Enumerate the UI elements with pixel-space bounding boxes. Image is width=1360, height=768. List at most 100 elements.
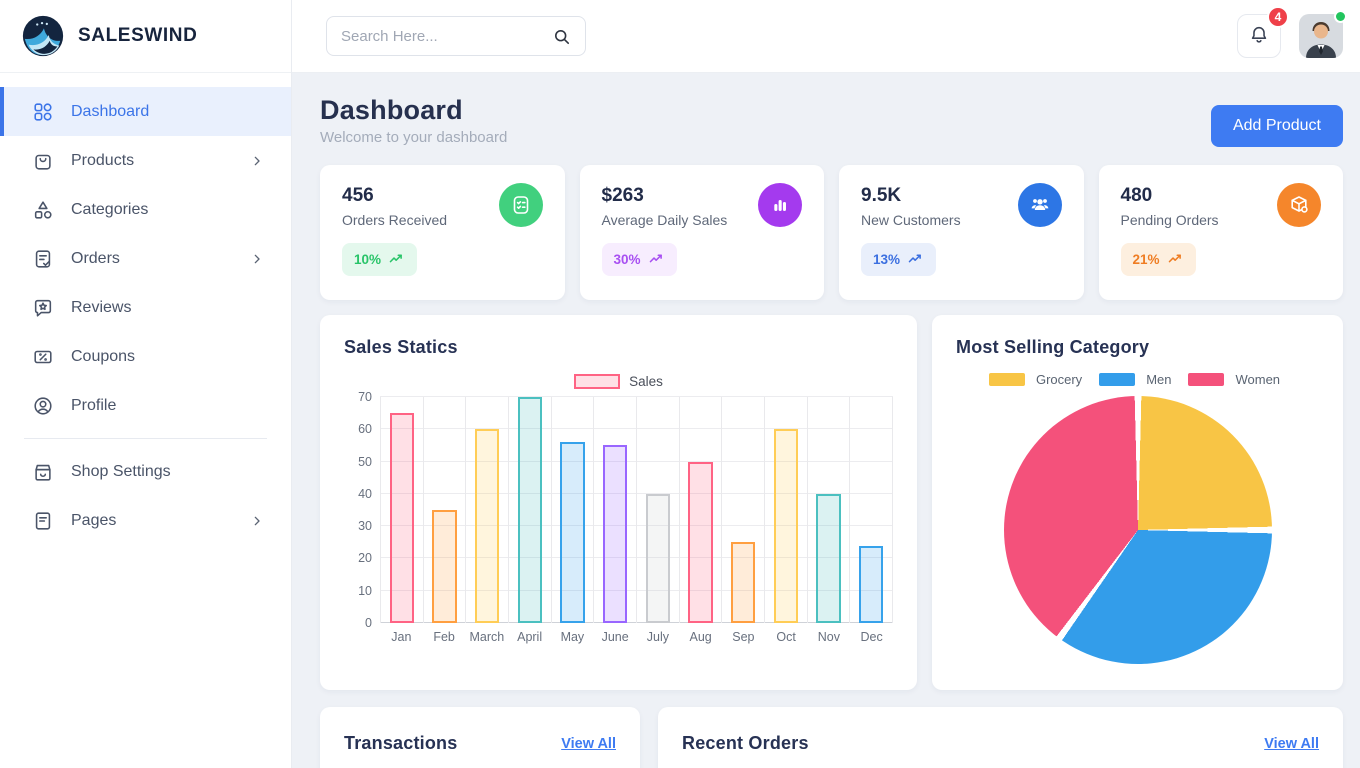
legend-swatch-grocery xyxy=(988,373,1025,386)
sidebar-item-profile[interactable]: Profile xyxy=(0,381,291,430)
legend-label: Grocery xyxy=(1035,372,1083,387)
trend-up-icon xyxy=(388,251,405,268)
chevron-right-icon xyxy=(249,251,265,267)
sidebar-item-shop-settings[interactable]: Shop Settings xyxy=(0,447,291,496)
sidebar-item-label: Profile xyxy=(71,396,117,414)
chevron-right-icon xyxy=(249,513,265,529)
stat-cards-row: 456 Orders Received 10% $263 Average Daily S… xyxy=(320,165,1343,300)
bar-chart-legend: Sales xyxy=(344,374,893,389)
stat-value: $263 xyxy=(601,185,644,206)
legend-swatch-women xyxy=(1188,373,1225,386)
bar-sep[interactable] xyxy=(731,542,756,623)
stat-label: Pending Orders xyxy=(1120,212,1219,228)
x-axis-label: March xyxy=(469,630,505,644)
bar-oct[interactable] xyxy=(773,429,798,623)
bar-may[interactable] xyxy=(560,442,585,623)
stat-card-new-customers: 9.5K New Customers 13% xyxy=(839,165,1084,300)
brand-logo-icon xyxy=(20,13,66,59)
users-icon xyxy=(1017,183,1062,227)
bar-april[interactable] xyxy=(517,397,542,623)
sidebar-item-label: Reviews xyxy=(71,298,132,316)
sidebar-item-reviews[interactable]: Reviews xyxy=(0,283,291,332)
stat-card-pending-orders: 480 Pending Orders 21% xyxy=(1098,165,1343,300)
brand-name: SALESWIND xyxy=(78,25,198,46)
chevron-right-icon xyxy=(249,153,265,169)
transactions-view-all-link[interactable]: View All xyxy=(561,735,616,752)
legend-label: Women xyxy=(1235,372,1281,387)
bar-jan[interactable] xyxy=(389,413,414,623)
bar-march[interactable] xyxy=(475,429,500,623)
most-selling-category-title: Most Selling Category xyxy=(956,337,1150,357)
stat-change-value: 21% xyxy=(1132,252,1160,267)
legend-swatch-men xyxy=(1099,373,1136,386)
search-box[interactable] xyxy=(326,16,586,56)
stat-change-badge: 13% xyxy=(861,243,937,276)
topbar: 4 xyxy=(292,0,1360,73)
stat-value: 9.5K xyxy=(861,185,902,206)
stat-change-value: 30% xyxy=(613,252,641,267)
package-icon xyxy=(1277,183,1321,227)
recent-orders-title: Recent Orders xyxy=(682,733,809,753)
pie-chart xyxy=(1003,395,1272,664)
stat-change-badge: 10% xyxy=(342,243,418,276)
dashboard-icon xyxy=(32,101,54,123)
stat-value: 456 xyxy=(342,185,374,206)
notification-badge: 4 xyxy=(1267,6,1289,28)
sidebar-item-orders[interactable]: Orders xyxy=(0,234,291,283)
recent-orders-card: Recent Orders View All xyxy=(658,707,1343,768)
products-icon xyxy=(32,150,54,172)
legend-swatch xyxy=(574,374,621,389)
sidebar-item-coupons[interactable]: Coupons xyxy=(0,332,291,381)
profile-icon xyxy=(32,395,54,417)
page-subtitle: Welcome to your dashboard xyxy=(320,129,508,146)
pie-chart-legend: Grocery Men Women xyxy=(956,372,1319,387)
x-axis-label: July xyxy=(646,630,669,644)
search-input[interactable] xyxy=(341,27,552,45)
bar-chart: 0 10 20 30 40 50 60 70 Jan Feb March April May June Ju… xyxy=(344,390,894,649)
bar-june[interactable] xyxy=(603,445,628,623)
recent-orders-view-all-link[interactable]: View All xyxy=(1264,735,1319,752)
sidebar-item-label: Products xyxy=(71,151,135,169)
legend-label: Sales xyxy=(629,374,663,389)
sidebar-item-categories[interactable]: Categories xyxy=(0,185,291,234)
bar-chart-icon xyxy=(758,183,802,227)
sidebar-item-label: Categories xyxy=(71,200,149,218)
legend-label: Men xyxy=(1146,372,1172,387)
bar-aug[interactable] xyxy=(688,461,713,623)
bar-dec[interactable] xyxy=(859,545,884,623)
x-axis-label: Feb xyxy=(433,630,455,644)
categories-icon xyxy=(32,199,54,221)
x-axis-label: April xyxy=(517,630,543,644)
sidebar-item-products[interactable]: Products xyxy=(0,136,291,185)
stat-change-value: 10% xyxy=(354,252,382,267)
reviews-icon xyxy=(32,297,54,319)
shop-settings-icon xyxy=(32,461,54,483)
main-content: Dashboard Welcome to your dashboard Add … xyxy=(292,73,1360,768)
sidebar-item-label: Orders xyxy=(71,249,120,267)
sidebar-item-pages[interactable]: Pages xyxy=(0,496,291,545)
bar-feb[interactable] xyxy=(432,510,457,623)
x-axis-label: Sep xyxy=(732,630,755,644)
coupons-icon xyxy=(32,346,54,368)
brand-header: SALESWIND xyxy=(0,0,291,73)
stat-label: Average Daily Sales xyxy=(601,212,728,228)
stat-value: 480 xyxy=(1120,185,1153,206)
pages-icon xyxy=(32,510,54,532)
stat-card-average-daily-sales: $263 Average Daily Sales 30% xyxy=(579,165,824,300)
x-axis-label: June xyxy=(601,630,629,644)
trend-up-icon xyxy=(648,251,665,268)
bar-nov[interactable] xyxy=(816,493,841,623)
notifications-button[interactable]: 4 xyxy=(1237,6,1289,58)
stat-change-value: 13% xyxy=(873,252,901,267)
add-product-button[interactable]: Add Product xyxy=(1210,105,1343,147)
bar-july[interactable] xyxy=(645,493,670,623)
x-axis-label: Oct xyxy=(776,630,796,644)
page-title: Dashboard xyxy=(320,95,463,125)
search-icon[interactable] xyxy=(552,27,571,46)
sales-statics-card: Sales Statics Sales 0 10 20 30 40 50 60 70 Jan Fe… xyxy=(320,315,917,690)
sidebar-item-label: Pages xyxy=(71,511,117,529)
user-avatar[interactable] xyxy=(1299,10,1347,58)
sidebar-item-dashboard[interactable]: Dashboard xyxy=(0,87,291,136)
sidebar-divider xyxy=(24,438,267,439)
stat-card-orders-received: 456 Orders Received 10% xyxy=(320,165,565,300)
